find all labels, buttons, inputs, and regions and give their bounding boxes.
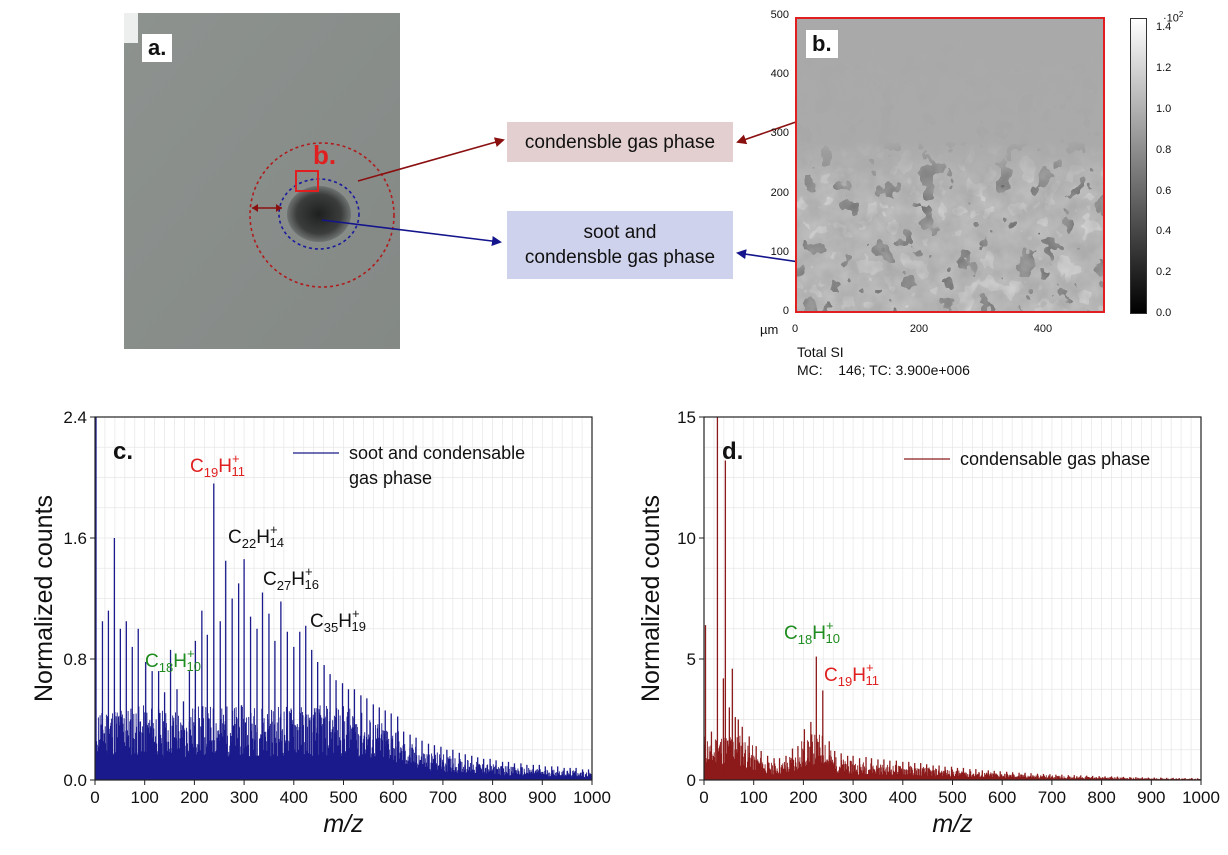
- grid: [703, 416, 1202, 781]
- peak-annotation: C18H+ 10: [145, 646, 201, 675]
- y-axis-label: Normalized counts: [637, 495, 665, 702]
- panel-b-texture: [797, 19, 1103, 311]
- peak-annotation: C35H+ 19: [310, 606, 366, 635]
- callout-soot-text-1: soot and: [583, 222, 657, 243]
- colorbar-tick-label: 0.2: [1156, 266, 1172, 279]
- spectrum-peaks: [95, 417, 590, 780]
- y-tick-label: 10: [677, 529, 696, 548]
- arrow-a-to-soot: [321, 219, 502, 246]
- x-tick-label: 900: [1137, 788, 1165, 807]
- legend-label-2: gas phase: [349, 468, 432, 488]
- x-tick-label: 500: [938, 788, 966, 807]
- colorbar-tick-label: 0.8: [1156, 143, 1172, 156]
- x-tick-label: 400: [889, 788, 917, 807]
- x-tick-label: 600: [988, 788, 1016, 807]
- photo-corner-glare: [124, 13, 138, 43]
- x-tick-label: 800: [1087, 788, 1115, 807]
- x-tick-label: 0: [90, 788, 99, 807]
- panel-a-inset-letter: b.: [313, 140, 337, 170]
- panel-b-ytick: 500: [770, 9, 789, 21]
- x-tick-label: 600: [379, 788, 407, 807]
- y-tick-label: 0.0: [63, 771, 87, 790]
- legend-label: condensable gas phase: [960, 449, 1150, 469]
- peak-annotation: C19H+ 11: [824, 660, 879, 689]
- panel-b-ytick: 300: [770, 127, 789, 140]
- panel-b-ytick: 200: [770, 186, 789, 199]
- peak-annotation: C22H+ 14: [228, 522, 284, 551]
- x-axis-label: m/z: [932, 810, 973, 838]
- colorbar: [1130, 18, 1147, 314]
- y-tick-label: 5: [687, 650, 696, 669]
- colorbar-exponent: ·102: [1163, 10, 1184, 25]
- spectrum-peaks: [704, 417, 1199, 780]
- peak-annotation: C27H+ 16: [263, 564, 319, 593]
- chart-d: 0 100 200 300 400 500 600 700 800 900 1000 0 5 10 15 m/…: [637, 408, 1220, 838]
- colorbar-tick-label: 1.0: [1156, 102, 1172, 115]
- x-tick-label: 500: [329, 788, 357, 807]
- y-tick-label: 1.6: [63, 529, 87, 548]
- panel-b-xtick: 400: [1033, 323, 1053, 335]
- panel-b-unit: µm: [760, 322, 779, 337]
- callout-condensable-text: condensble gas phase: [524, 131, 716, 153]
- x-tick-label: 200: [789, 788, 817, 807]
- panel-b-caption-2: MC: 146; TC: 3.900e+006: [797, 362, 970, 378]
- colorbar-tick-label: 1.2: [1156, 62, 1172, 75]
- x-tick-label: 300: [839, 788, 867, 807]
- x-tick-label: 1000: [1182, 788, 1220, 807]
- x-tick-label: 1000: [573, 788, 611, 807]
- legend: condensable gas phase: [904, 449, 1150, 469]
- x-tick-label: 700: [429, 788, 457, 807]
- outer-ring: [249, 142, 395, 288]
- x-tick-label: 800: [478, 788, 506, 807]
- y-tick-label: 0.8: [63, 650, 87, 669]
- panel-a-letter: a.: [142, 34, 173, 62]
- callout-soot-text-2: condensble gas phase: [524, 247, 716, 268]
- legend: soot and condensable gas phase: [293, 443, 525, 488]
- x-tick-label: 400: [280, 788, 308, 807]
- x-tick-label: 100: [131, 788, 159, 807]
- panel-b-xtick: 200: [909, 323, 929, 335]
- inset-marker: [295, 170, 319, 192]
- y-tick-label: 2.4: [63, 408, 87, 427]
- soot-spot: [287, 186, 351, 242]
- arrow-a-to-condensable: [357, 137, 505, 182]
- x-tick-label: 100: [740, 788, 768, 807]
- panel-b-ytick: 0: [782, 305, 789, 317]
- panel-a-photo: [124, 13, 400, 349]
- peak-annotation: C19H+ 11: [190, 451, 245, 480]
- panel-b-xtick: 0: [791, 323, 799, 335]
- y-axis-label: Normalized counts: [30, 495, 58, 702]
- callout-condensable: condensble gas phase: [507, 122, 733, 162]
- x-axis-label: m/z: [323, 810, 364, 838]
- sample-image: [124, 13, 400, 349]
- callout-soot: soot and condensble gas phase: [507, 211, 733, 279]
- x-tick-label: 0: [699, 788, 708, 807]
- panel-b-ytick: 100: [770, 245, 789, 258]
- x-tick-label: 700: [1038, 788, 1066, 807]
- panel-b-caption-1: Total SI: [797, 344, 844, 360]
- legend-label-1: soot and condensable: [349, 443, 525, 463]
- chart-c: 0 100 200 300 400 500 600 700 800 900 1000 0.0 0.8 1.…: [30, 408, 611, 838]
- colorbar-tick-label: 0.0: [1156, 307, 1172, 319]
- x-tick-label: 300: [230, 788, 258, 807]
- x-tick-label: 900: [528, 788, 556, 807]
- peak-annotation: C18H+ 10: [784, 618, 840, 647]
- colorbar-tick-label: 0.4: [1156, 225, 1172, 238]
- y-tick-label: 15: [677, 408, 696, 427]
- panel-b-letter: b.: [806, 30, 838, 58]
- y-tick-label: 0: [687, 771, 696, 790]
- x-tick-label: 200: [180, 788, 208, 807]
- colorbar-tick-label: 0.6: [1156, 184, 1172, 197]
- panel-letter: c.: [113, 438, 133, 465]
- colorbar-tick-label: 1.4: [1156, 21, 1172, 34]
- panel-letter: d.: [722, 438, 743, 465]
- panel-b-image: [795, 17, 1105, 313]
- panel-b-ytick: 400: [770, 68, 789, 81]
